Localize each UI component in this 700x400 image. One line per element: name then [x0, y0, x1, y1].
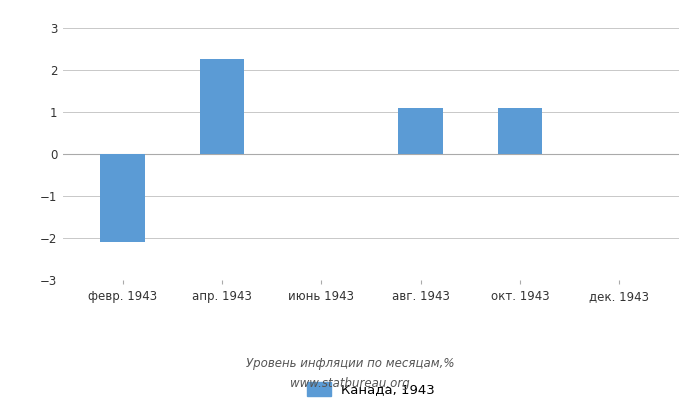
Bar — [398, 108, 443, 154]
Bar — [498, 108, 542, 154]
Bar — [199, 59, 244, 154]
Text: Уровень инфляции по месяцам,%: Уровень инфляции по месяцам,% — [246, 358, 454, 370]
Bar — [100, 154, 145, 242]
Text: www.statbureau.org: www.statbureau.org — [290, 378, 410, 390]
Legend: Канада, 1943: Канада, 1943 — [307, 382, 435, 396]
